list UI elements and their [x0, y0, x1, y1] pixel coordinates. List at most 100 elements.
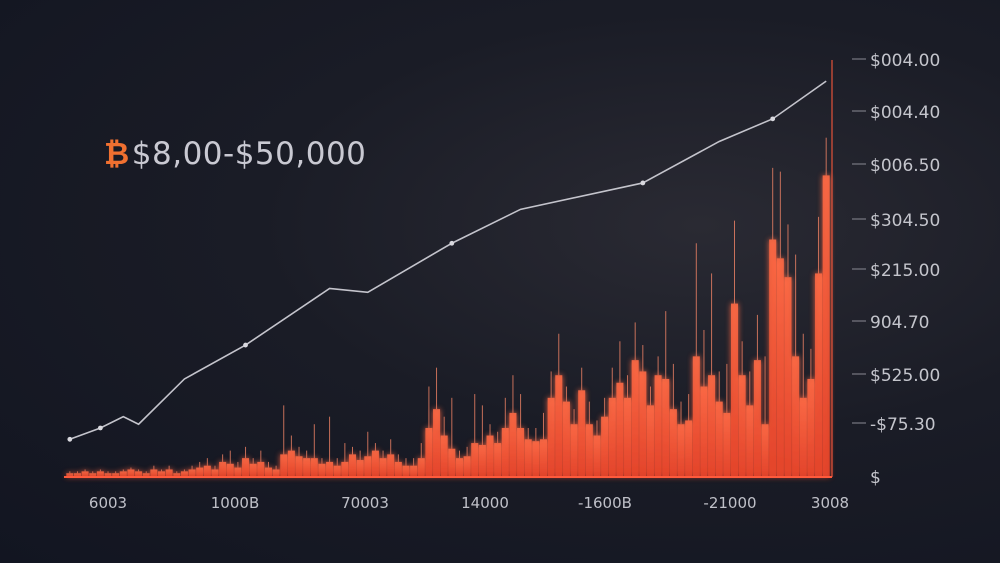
trend-line [69, 80, 827, 441]
bitcoin-icon: ₿ [104, 136, 130, 172]
bar [715, 401, 723, 477]
bar [578, 390, 586, 477]
bar [486, 435, 494, 477]
trend-point [243, 342, 248, 348]
bar [119, 471, 127, 477]
bar [547, 397, 555, 477]
y-tick-label: $004.00 [870, 51, 940, 71]
bar [264, 467, 272, 477]
bar [73, 473, 81, 477]
bar [585, 424, 593, 477]
bar [242, 458, 250, 477]
bar [188, 469, 196, 477]
bar [730, 303, 739, 477]
bar [417, 458, 425, 477]
bar [601, 416, 609, 477]
bar [509, 412, 517, 477]
bar [226, 463, 234, 477]
y-tick-label: $525.00 [870, 366, 940, 386]
bar [616, 382, 624, 477]
y-tick-label: $304.50 [870, 211, 940, 231]
bar [555, 375, 563, 477]
bar [478, 444, 486, 477]
bar [692, 356, 700, 477]
bar [799, 397, 807, 477]
bar [646, 405, 654, 477]
price-range-text: $8,00-$50,000 [131, 136, 367, 172]
bar [639, 371, 647, 477]
bar [776, 258, 784, 477]
bar [708, 375, 716, 477]
bar [501, 427, 509, 477]
bar [532, 441, 540, 477]
bar [135, 471, 143, 477]
bar [280, 454, 288, 477]
bar [150, 469, 158, 477]
bar [165, 469, 173, 477]
trend-point [640, 180, 646, 186]
wick-layer [69, 137, 827, 474]
bar [631, 360, 639, 477]
bar [196, 467, 204, 477]
bar [371, 450, 379, 477]
bar [448, 448, 456, 477]
bar [112, 473, 120, 477]
bar [700, 386, 708, 477]
bar [287, 450, 295, 477]
bar [249, 463, 257, 477]
bar [257, 461, 265, 477]
bar [356, 460, 364, 477]
bar [157, 471, 166, 477]
bar [471, 443, 479, 477]
bar [318, 463, 326, 477]
bar [348, 454, 357, 477]
bar [142, 473, 150, 477]
bar [211, 469, 219, 477]
bar [677, 424, 685, 477]
bar [295, 456, 303, 477]
bar [455, 458, 463, 477]
bar [654, 375, 662, 477]
bar [410, 465, 418, 477]
bar [539, 439, 548, 477]
trend-point [449, 240, 455, 246]
bar [89, 473, 97, 477]
bar [333, 465, 341, 477]
y-tick-label: $215.00 [870, 261, 940, 281]
x-tick-label: 70003 [341, 494, 389, 512]
bar [127, 469, 135, 477]
bar [394, 461, 402, 477]
bar [524, 439, 532, 477]
trend-point [97, 425, 103, 431]
bar [104, 473, 112, 477]
bar [669, 409, 677, 477]
bar [303, 458, 311, 477]
y-tick-label: $ [870, 468, 881, 488]
bar [379, 458, 387, 477]
bar [180, 471, 188, 477]
bar [173, 473, 181, 477]
y-tick-label: $006.50 [870, 156, 940, 176]
bar [463, 456, 471, 477]
bar [723, 412, 731, 477]
bar [272, 469, 280, 477]
bar [326, 461, 334, 477]
chart-title: ₿$8,00-$50,000 [104, 136, 366, 172]
trend-points [67, 116, 776, 442]
bar [593, 435, 601, 477]
bar [761, 424, 769, 477]
x-tick-label: -21000 [703, 494, 756, 512]
bar [753, 360, 761, 477]
x-tick-label: 14000 [461, 494, 509, 512]
bar [234, 467, 242, 477]
trend-point [770, 116, 776, 122]
bar [494, 443, 502, 477]
bar [769, 239, 777, 477]
bar [310, 458, 318, 477]
y-tick-labels: $004.00 $004.40 $006.50 $304.50 $215.00 904.7… [852, 51, 940, 488]
bar [433, 409, 441, 477]
bar [219, 461, 227, 477]
bar [746, 405, 754, 477]
bar [792, 356, 800, 477]
